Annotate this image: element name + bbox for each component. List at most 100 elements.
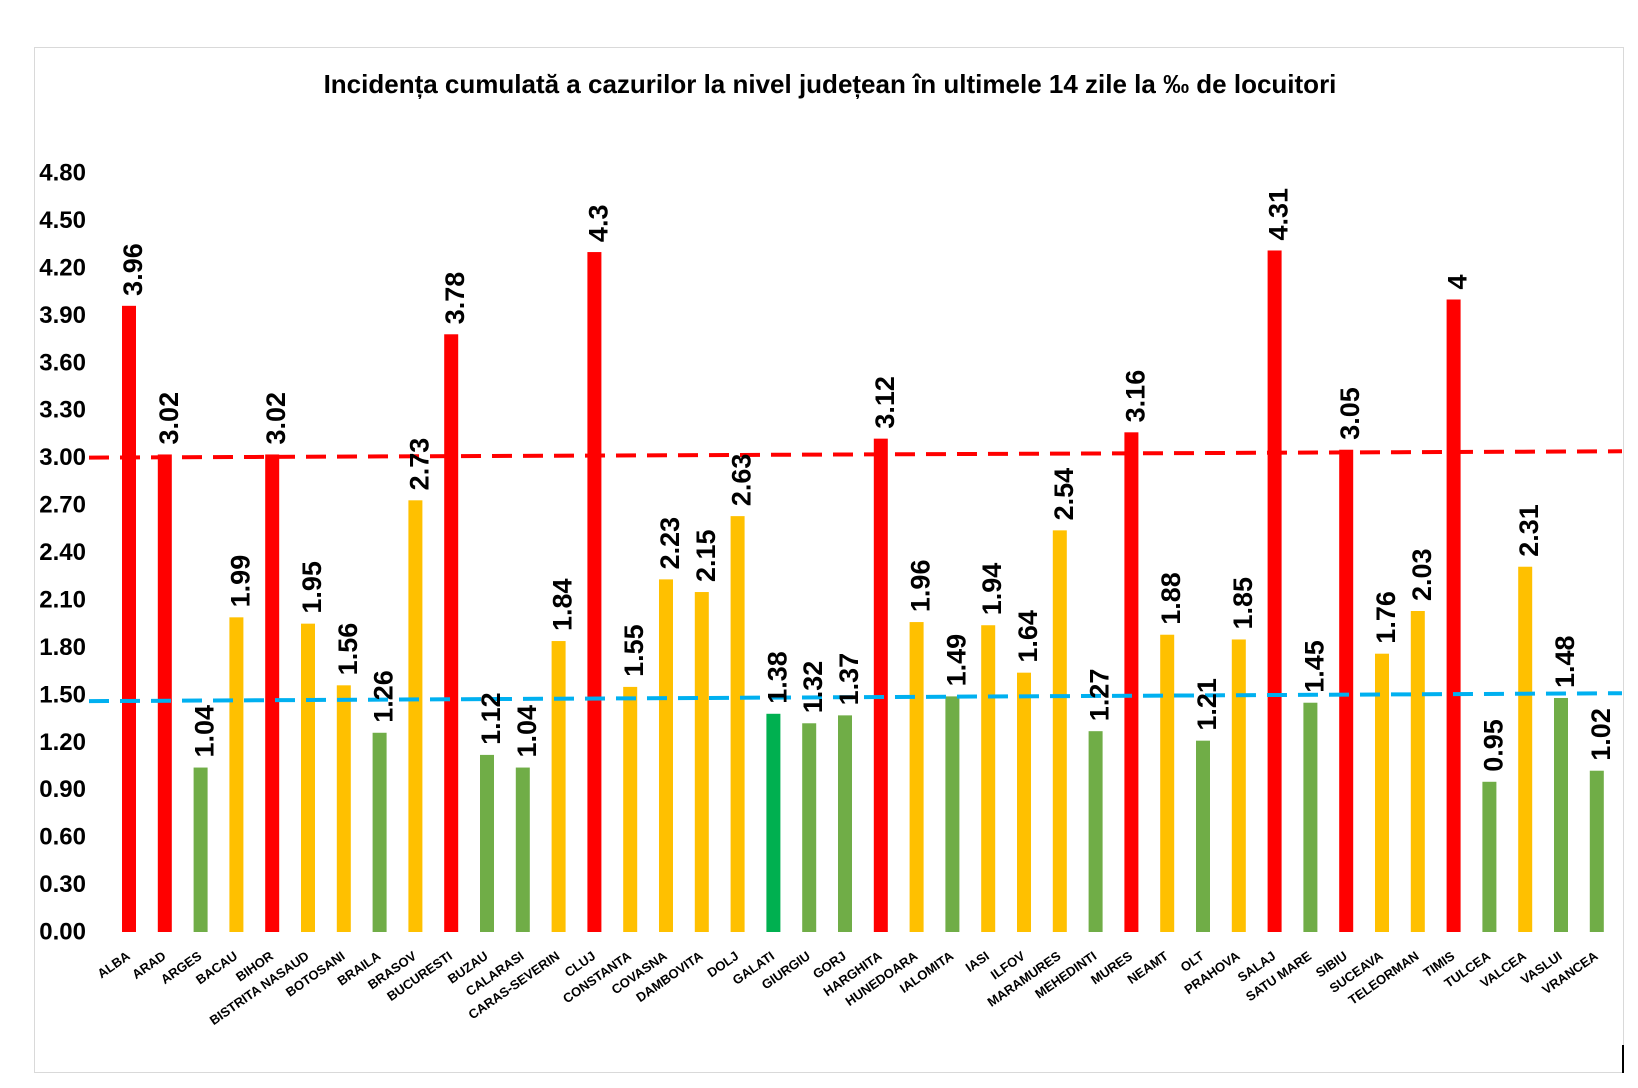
bar-bacau <box>229 617 244 932</box>
bar-bistrita-nasaud <box>301 623 315 932</box>
bar-braila <box>372 732 387 932</box>
data-label-arges: 1.04 <box>190 705 220 758</box>
data-label-bistrita-nasaud: 1.95 <box>297 561 327 614</box>
bar-neamt <box>1160 634 1175 932</box>
bar-gorj <box>838 715 852 932</box>
data-label-harghita: 3.12 <box>870 376 900 429</box>
bar-maramures <box>1052 530 1067 932</box>
bar-sibiu <box>1339 449 1354 932</box>
bar-constanta <box>623 686 638 932</box>
y-tick-label: 0.00 <box>39 919 86 946</box>
bar-iasi <box>981 625 996 932</box>
bar-timis <box>1446 299 1461 932</box>
bar-mehedinti <box>1088 731 1103 932</box>
bar-vaslui <box>1554 697 1568 932</box>
data-label-giurgiu: 1.32 <box>798 661 828 714</box>
y-tick-label: 0.60 <box>39 824 86 851</box>
data-label-constanta: 1.55 <box>619 624 649 677</box>
data-label-bacau: 1.99 <box>225 555 255 608</box>
y-tick-label: 2.70 <box>39 492 86 519</box>
data-label-cluj: 4.3 <box>583 205 613 243</box>
y-tick-label: 4.50 <box>39 207 86 234</box>
data-labels: 3.96 3.02 1.04 1.99 3.02 1.951.561.26 2.73 3.78… <box>118 188 1616 772</box>
bar-valcea <box>1518 566 1533 932</box>
x-tick-label-alba: ALBA <box>95 948 134 981</box>
y-tick-label: 3.30 <box>39 397 86 424</box>
y-tick-label: 4.20 <box>39 254 86 281</box>
bar-harghita <box>873 438 888 932</box>
bar-bucuresti <box>444 334 459 933</box>
data-label-valcea: 2.31 <box>1514 504 1544 557</box>
y-tick-label: 1.20 <box>39 729 86 756</box>
data-label-gorj: 1.37 <box>834 653 864 706</box>
y-tick-label: 3.90 <box>39 302 86 329</box>
data-label-hunedoara: 1.96 <box>906 560 936 613</box>
x-tick-label-neamt: NEAMT <box>1124 948 1171 987</box>
bar-salaj <box>1267 250 1282 932</box>
data-label-galati: 1.38 <box>762 651 792 704</box>
bar-mures <box>1124 432 1139 932</box>
bar-ilfov <box>1017 672 1031 932</box>
data-label-timis: 4 <box>1443 274 1473 289</box>
data-label-bucuresti: 3.78 <box>440 272 470 325</box>
bar-satu-mare <box>1303 702 1318 932</box>
data-label-sibiu: 3.05 <box>1335 387 1365 440</box>
reference-lines <box>88 449 1623 704</box>
bar-alba <box>122 305 136 932</box>
bar-cluj <box>587 252 602 932</box>
bar-bihor <box>265 454 280 932</box>
y-tick-label: 1.80 <box>39 634 86 661</box>
bar-botosani <box>336 685 351 932</box>
data-label-ilfov: 1.64 <box>1013 610 1043 663</box>
data-label-satu-mare: 1.45 <box>1299 640 1329 693</box>
frame-edge-mark <box>1622 1045 1624 1073</box>
data-label-botosani: 1.56 <box>333 623 363 676</box>
data-label-vrancea: 1.02 <box>1586 708 1616 761</box>
data-label-ialomita: 1.49 <box>941 634 971 687</box>
bar-ialomita <box>945 696 960 932</box>
y-tick-label: 0.30 <box>39 871 86 898</box>
bar-prahova <box>1231 639 1246 932</box>
data-label-teleorman: 2.03 <box>1407 548 1437 601</box>
data-label-buzau: 1.12 <box>476 692 506 745</box>
data-label-arad: 3.02 <box>154 392 184 445</box>
data-label-olt: 1.21 <box>1192 678 1222 731</box>
y-tick-label: 0.90 <box>39 776 86 803</box>
bar-arges <box>193 767 208 932</box>
data-label-calarasi: 1.04 <box>512 705 542 758</box>
data-label-covasna: 2.23 <box>655 517 685 570</box>
y-tick-label: 2.10 <box>39 586 86 613</box>
bar-caras-severin <box>551 641 566 932</box>
data-label-prahova: 1.85 <box>1228 577 1258 630</box>
data-label-caras-severin: 1.84 <box>548 578 578 631</box>
chart-frame <box>34 47 1624 1073</box>
data-label-suceava: 1.76 <box>1371 591 1401 644</box>
bar-covasna <box>659 579 673 932</box>
bar-arad <box>157 454 172 932</box>
data-label-vaslui: 1.48 <box>1550 635 1580 688</box>
data-label-mures: 3.16 <box>1120 370 1150 423</box>
bar-tulcea <box>1482 781 1497 932</box>
chart-title: Incidența cumulată a cazurilor la nivel … <box>324 69 1337 99</box>
y-axis-tick-labels: 0.00 0.30 0.60 0.90 1.20 1.50 1.80 2.10 2.40 2.70… <box>39 160 86 946</box>
data-label-brasov: 2.73 <box>404 438 434 491</box>
bar-buzau <box>480 754 494 932</box>
y-tick-label: 4.80 <box>39 160 86 187</box>
bar-hunedoara <box>909 622 924 932</box>
data-label-dolj: 2.63 <box>727 454 757 507</box>
data-label-neamt: 1.88 <box>1156 572 1186 625</box>
bar-vrancea <box>1589 770 1604 932</box>
data-label-bihor: 3.02 <box>261 392 291 445</box>
data-label-braila: 1.26 <box>369 670 399 723</box>
y-tick-label: 3.60 <box>39 349 86 376</box>
bar-giurgiu <box>802 723 817 932</box>
data-label-iasi: 1.94 <box>977 563 1007 616</box>
bar-galati <box>766 713 781 932</box>
x-tick-label-bacau: BACAU <box>193 948 240 987</box>
y-tick-label: 2.40 <box>39 539 86 566</box>
data-label-tulcea: 0.95 <box>1478 719 1508 772</box>
bar-dolj <box>730 516 745 932</box>
y-tick-label: 1.50 <box>39 681 86 708</box>
bar-brasov <box>408 500 423 932</box>
